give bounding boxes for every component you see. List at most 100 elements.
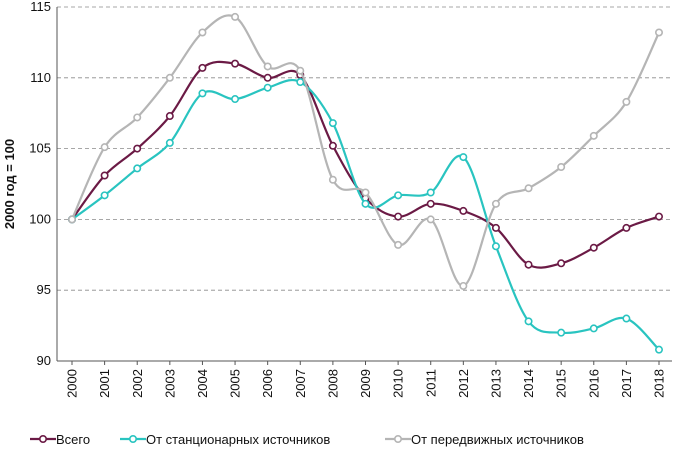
legend-swatch-marker <box>393 434 402 443</box>
axes <box>56 7 672 365</box>
data-point-stationary <box>394 191 403 200</box>
data-point-mobile <box>491 199 500 208</box>
data-point-total <box>133 144 142 153</box>
x-tick-label: 2002 <box>130 369 145 398</box>
data-point-mobile <box>198 28 207 37</box>
x-tick-label: 2001 <box>97 369 112 398</box>
data-point-stationary <box>231 95 240 104</box>
series-group <box>68 12 663 354</box>
data-point-stationary <box>459 153 468 162</box>
data-point-mobile <box>231 12 240 21</box>
y-tick-label: 100 <box>29 211 51 226</box>
data-point-stationary <box>589 324 598 333</box>
x-tick-label: 2018 <box>652 369 667 398</box>
data-point-stationary <box>133 164 142 173</box>
legend-item-stationary: От станционарных источников <box>120 432 330 447</box>
data-point-mobile <box>589 131 598 140</box>
x-tick-label: 2000 <box>65 369 80 398</box>
data-point-mobile <box>394 240 403 249</box>
x-tick-label: 2017 <box>619 369 634 398</box>
data-point-stationary <box>296 78 305 87</box>
data-point-mobile <box>654 28 663 37</box>
data-point-mobile <box>524 184 533 193</box>
x-tick-label: 2003 <box>162 369 177 398</box>
data-point-total <box>263 73 272 82</box>
data-point-stationary <box>328 119 337 128</box>
x-tick-label: 2004 <box>195 369 210 398</box>
data-point-total <box>622 223 631 232</box>
legend: Всего От станционарных источников От перед… <box>30 432 584 447</box>
data-point-stationary <box>491 242 500 251</box>
data-point-total <box>165 112 174 121</box>
y-tick-label: 95 <box>37 282 51 297</box>
data-point-stationary <box>426 188 435 197</box>
data-point-mobile <box>263 62 272 71</box>
data-point-total <box>394 212 403 221</box>
data-point-stationary <box>263 83 272 92</box>
data-point-stationary <box>165 138 174 147</box>
x-tick-label: 2016 <box>586 369 601 398</box>
data-point-mobile <box>68 215 77 224</box>
series-line-stationary <box>71 78 660 351</box>
series-stationary <box>68 78 663 354</box>
legend-swatch-marker <box>129 434 138 443</box>
x-tick-label: 2015 <box>554 369 569 398</box>
x-tick-label: 2009 <box>358 369 373 398</box>
data-point-mobile <box>622 97 631 106</box>
legend-label: От станционарных источников <box>146 432 330 447</box>
data-point-total <box>328 141 337 150</box>
x-tick-label: 2013 <box>488 369 503 398</box>
data-point-mobile <box>100 143 109 152</box>
data-point-total <box>100 171 109 180</box>
data-point-total <box>557 259 566 268</box>
data-point-stationary <box>654 345 663 354</box>
data-point-stationary <box>100 191 109 200</box>
data-point-total <box>426 199 435 208</box>
data-point-total <box>459 206 468 215</box>
y-tick-label: 105 <box>29 141 51 156</box>
x-tick-label: 2005 <box>228 369 243 398</box>
data-point-mobile <box>133 113 142 122</box>
data-point-mobile <box>361 188 370 197</box>
data-point-total <box>654 212 663 221</box>
data-point-mobile <box>296 66 305 75</box>
data-point-total <box>491 223 500 232</box>
data-point-total <box>198 63 207 72</box>
x-tick-label: 2014 <box>521 369 536 398</box>
data-point-mobile <box>459 281 468 290</box>
legend-label: От передвижных источников <box>411 432 584 447</box>
y-tick-label: 115 <box>30 0 51 14</box>
y-axis-label: 2000 год = 100 <box>2 139 17 229</box>
data-point-stationary <box>198 89 207 98</box>
x-tick-label: 2010 <box>391 369 406 398</box>
y-tick-label: 110 <box>30 70 51 85</box>
series-line-mobile <box>70 14 660 288</box>
x-tick-label: 2008 <box>325 369 340 398</box>
x-tick-label: 2007 <box>293 369 308 398</box>
legend-label: Всего <box>56 432 90 447</box>
grid-lines <box>57 6 672 291</box>
data-point-total <box>589 243 598 252</box>
x-tick-label: 2011 <box>423 369 438 397</box>
legend-item-mobile: От передвижных источников <box>385 432 584 447</box>
data-point-mobile <box>426 215 435 224</box>
data-point-mobile <box>557 163 566 172</box>
data-point-total <box>524 260 533 269</box>
x-tick-label: 2006 <box>260 369 275 398</box>
data-point-stationary <box>361 199 370 208</box>
data-point-mobile <box>165 73 174 82</box>
x-tick-label: 2012 <box>456 369 471 398</box>
data-point-stationary <box>622 314 631 323</box>
data-point-mobile <box>328 175 337 184</box>
legend-item-total: Всего <box>30 432 90 447</box>
legend-swatch-marker <box>38 434 47 443</box>
data-point-stationary <box>557 328 566 337</box>
x-tick-labels: 2000 2001 2002 2003 2004 2005 2006 2007 2008 2009… <box>65 369 667 398</box>
data-point-stationary <box>524 317 533 326</box>
y-tick-label: 90 <box>37 353 51 368</box>
y-tick-labels: 90 95 100 105 110 115 <box>29 0 51 368</box>
data-point-total <box>231 59 240 68</box>
series-line-total <box>71 60 660 269</box>
series-mobile <box>68 12 663 290</box>
